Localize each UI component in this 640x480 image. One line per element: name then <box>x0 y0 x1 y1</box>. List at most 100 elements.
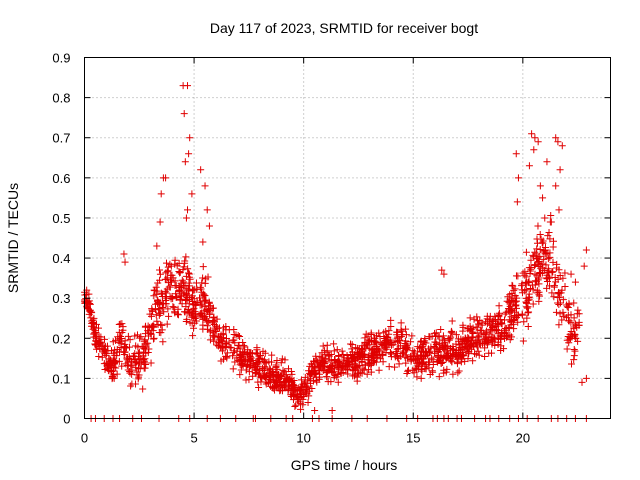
data-point <box>154 296 162 304</box>
data-point <box>572 334 580 342</box>
data-point <box>542 250 550 258</box>
data-point <box>93 345 101 353</box>
data-point <box>348 354 356 362</box>
data-point <box>440 336 448 344</box>
data-point <box>529 286 537 294</box>
data-point <box>121 337 129 345</box>
data-point <box>111 346 119 354</box>
data-point <box>149 322 157 330</box>
x-tick-label: 20 <box>516 431 530 446</box>
data-point <box>124 332 132 340</box>
data-point <box>198 301 206 309</box>
data-point <box>209 304 217 312</box>
data-point <box>536 182 544 190</box>
data-point <box>566 333 574 341</box>
data-point <box>142 360 150 368</box>
data-point <box>261 359 269 367</box>
data-point <box>459 323 467 331</box>
data-point <box>478 321 486 329</box>
data-point <box>281 356 289 364</box>
data-point <box>334 378 342 386</box>
data-point <box>157 329 165 337</box>
data-point <box>457 353 465 361</box>
data-point <box>395 360 403 368</box>
data-point <box>370 341 378 349</box>
data-point <box>402 359 410 367</box>
data-point <box>223 354 231 362</box>
data-point <box>259 347 267 355</box>
data-point <box>306 372 314 380</box>
data-point <box>238 360 246 368</box>
data-point <box>190 304 198 312</box>
data-point <box>157 289 165 297</box>
data-point <box>570 356 578 364</box>
data-point <box>448 358 456 366</box>
data-point <box>558 316 566 324</box>
data-point <box>135 371 143 379</box>
data-point <box>425 349 433 357</box>
data-point <box>132 364 140 372</box>
data-point <box>221 343 229 351</box>
data-point <box>101 349 109 357</box>
data-point <box>175 283 183 291</box>
data-point <box>454 346 462 354</box>
data-point <box>536 292 544 300</box>
data-point <box>159 304 167 312</box>
data-point <box>397 319 405 327</box>
data-point <box>304 383 312 391</box>
data-point <box>240 342 248 350</box>
data-point <box>507 300 515 308</box>
data-point <box>110 367 118 375</box>
data-point <box>525 162 533 170</box>
data-point <box>253 365 261 373</box>
data-point <box>200 307 208 315</box>
data-point <box>230 349 238 357</box>
data-point <box>108 375 116 383</box>
data-point <box>331 371 339 379</box>
data-point <box>440 366 448 374</box>
data-point <box>465 347 473 355</box>
data-point <box>487 327 495 335</box>
data-point <box>113 370 121 378</box>
data-point <box>178 300 186 308</box>
data-point <box>574 306 582 314</box>
data-point <box>255 383 263 391</box>
data-point <box>113 352 121 360</box>
data-point <box>533 287 541 295</box>
data-point <box>578 378 586 386</box>
data-point <box>424 358 432 366</box>
data-point <box>552 308 560 316</box>
data-point <box>247 357 255 365</box>
y-axis-label: SRMTID / TECUs <box>5 183 21 293</box>
data-point <box>152 290 160 298</box>
data-point <box>185 282 193 290</box>
data-point <box>549 268 557 276</box>
data-point <box>448 317 456 325</box>
data-point <box>227 344 235 352</box>
data-point <box>524 309 532 317</box>
data-point <box>200 313 208 321</box>
data-point <box>139 385 147 393</box>
data-point <box>154 321 162 329</box>
data-point <box>531 270 539 278</box>
data-point <box>438 266 446 274</box>
data-point <box>536 230 544 238</box>
data-point <box>338 364 346 372</box>
data-point <box>554 138 562 146</box>
data-point <box>152 311 160 319</box>
data-point <box>323 341 331 349</box>
data-point <box>338 347 346 355</box>
data-point <box>154 279 162 287</box>
data-point <box>540 255 548 263</box>
data-point <box>131 359 139 367</box>
data-point <box>191 312 199 320</box>
data-point <box>181 158 189 166</box>
data-point <box>266 375 274 383</box>
data-point <box>449 345 457 353</box>
data-point <box>204 273 212 281</box>
data-point <box>291 402 299 410</box>
data-point <box>570 314 578 322</box>
data-point <box>339 363 347 371</box>
data-point <box>126 369 134 377</box>
